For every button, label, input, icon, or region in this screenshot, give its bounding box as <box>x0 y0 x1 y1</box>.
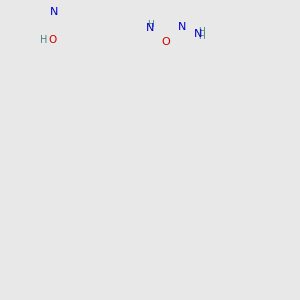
Text: N: N <box>146 23 154 33</box>
Text: N: N <box>50 7 58 17</box>
Text: O: O <box>49 34 57 45</box>
Text: H: H <box>198 32 205 41</box>
Text: H: H <box>198 27 205 36</box>
Text: N: N <box>177 22 186 32</box>
Text: H: H <box>147 20 154 29</box>
Text: O: O <box>161 37 170 47</box>
Text: N: N <box>194 28 202 39</box>
Text: H: H <box>40 34 47 45</box>
